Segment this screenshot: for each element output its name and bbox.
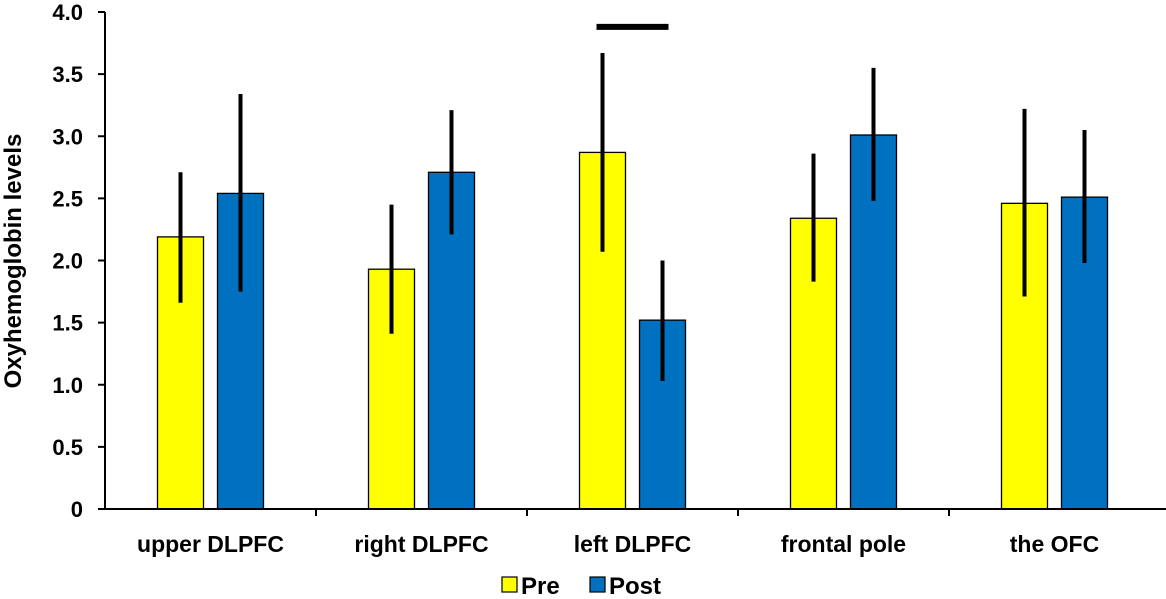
y-tick-label: 0 bbox=[71, 497, 83, 522]
category-labels: upper DLPFC right DLPFC left DLPFC frontal … bbox=[137, 531, 1099, 557]
legend: Pre Post bbox=[501, 573, 661, 599]
y-tick-label: 2.5 bbox=[52, 186, 83, 211]
category-label: right DLPFC bbox=[354, 531, 488, 557]
category-label: frontal pole bbox=[781, 531, 906, 557]
axes bbox=[104, 12, 1166, 516]
legend-label-post: Post bbox=[609, 573, 661, 599]
y-tick-label: 1.0 bbox=[52, 373, 83, 398]
y-tick-label: 0.5 bbox=[52, 435, 83, 460]
y-tick-label: 3.0 bbox=[52, 124, 83, 149]
y-tick-label: 4.0 bbox=[52, 0, 83, 25]
y-axis-ticks: 0 0.5 1.0 1.5 2.0 2.5 3.0 3.5 4.0 bbox=[52, 0, 105, 522]
legend-swatch-post bbox=[589, 576, 606, 593]
category-label: upper DLPFC bbox=[137, 531, 284, 557]
bars bbox=[156, 134, 1109, 510]
y-tick-label: 2.0 bbox=[52, 249, 83, 274]
category-label: left DLPFC bbox=[574, 531, 692, 557]
category-label: the OFC bbox=[1010, 531, 1099, 557]
error-bars bbox=[178, 23, 1087, 382]
y-axis-title: Oxyhemoglobin levels bbox=[0, 134, 27, 389]
y-tick-label: 1.5 bbox=[52, 311, 83, 336]
legend-label-pre: Pre bbox=[521, 573, 560, 599]
y-tick-label: 3.5 bbox=[52, 62, 83, 87]
legend-swatch-pre bbox=[501, 576, 518, 593]
